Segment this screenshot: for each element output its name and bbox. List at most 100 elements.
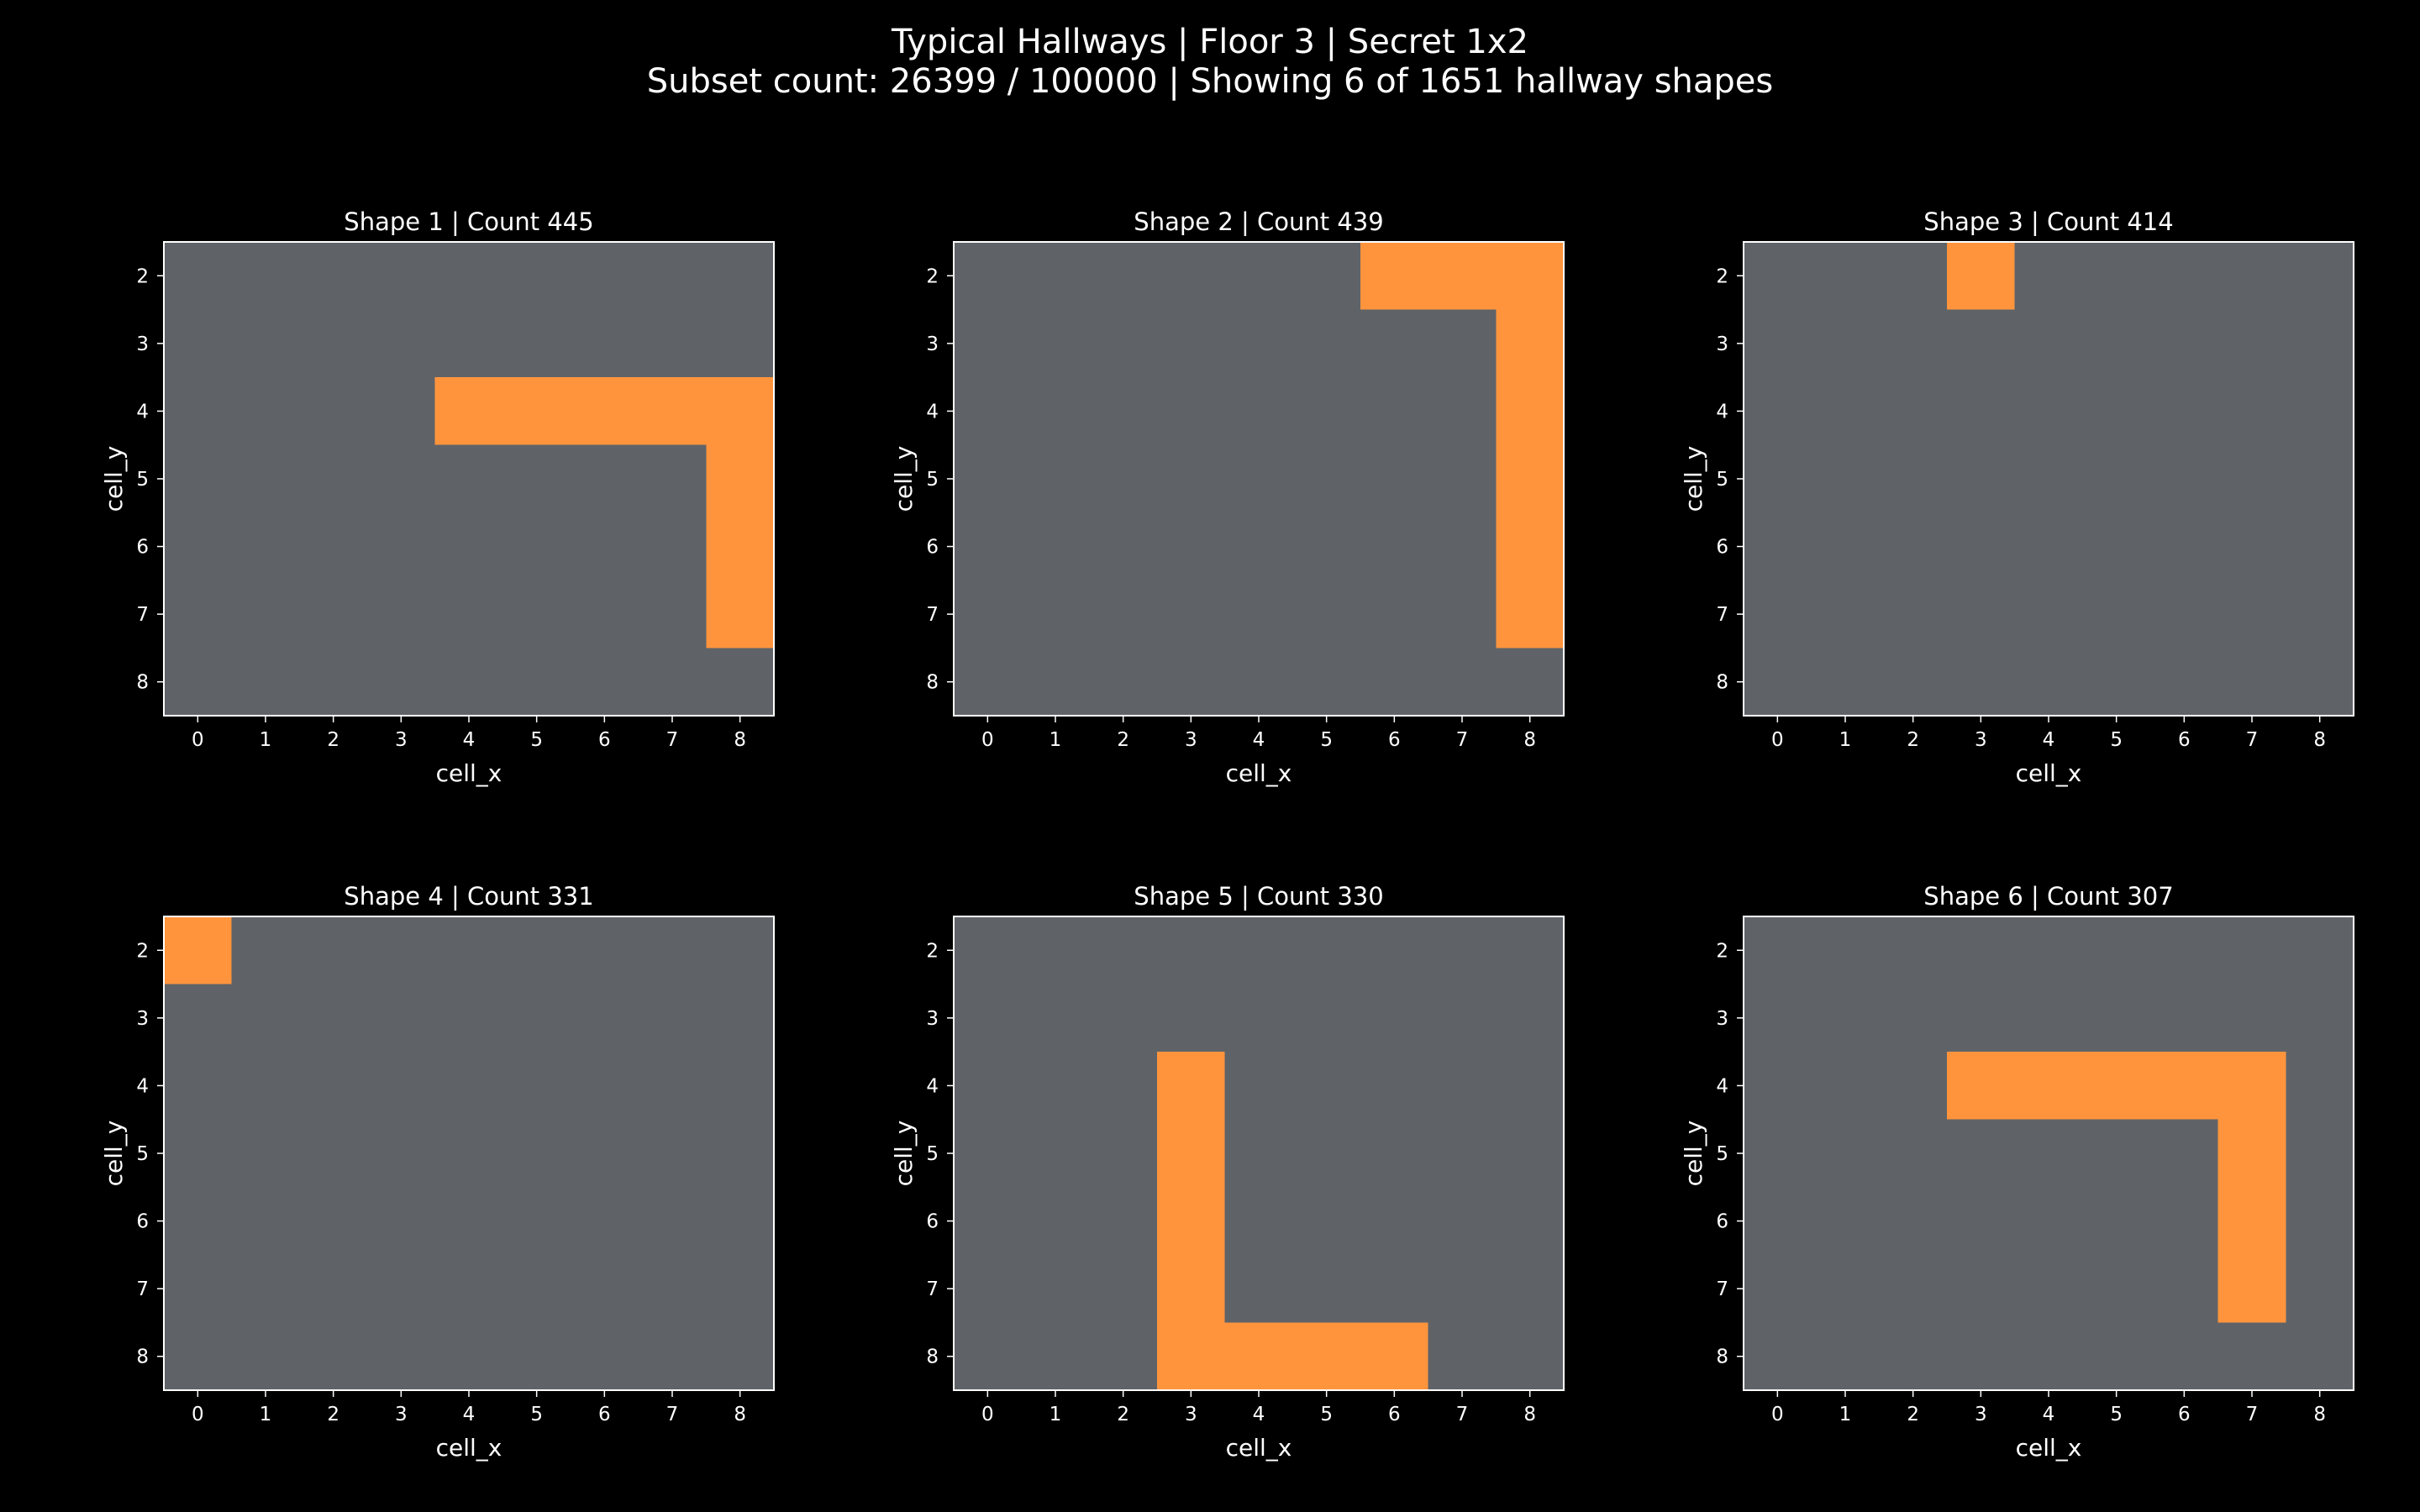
x-tick-label: 5 [530, 729, 543, 751]
x-tick-label: 4 [463, 1404, 476, 1425]
x-tick-label: 0 [981, 1404, 994, 1425]
x-tick-label: 6 [1388, 1404, 1401, 1425]
hallway-cell [1157, 1187, 1225, 1255]
x-tick-label: 1 [1839, 729, 1852, 751]
x-tick-label: 1 [1839, 1404, 1852, 1425]
x-tick-label: 4 [1253, 1404, 1265, 1425]
figure-title-line-2: Subset count: 26399 / 100000 | Showing 6… [647, 62, 1773, 101]
y-tick-label: 6 [136, 537, 149, 559]
y-tick-label: 4 [1716, 401, 1728, 423]
hallway-cell [164, 916, 232, 984]
x-tick-label: 3 [1185, 1404, 1197, 1425]
x-tick-label: 4 [2043, 729, 2055, 751]
y-tick-label: 4 [1716, 1075, 1728, 1097]
y-tick-label: 8 [926, 672, 939, 694]
y-tick-label: 3 [1716, 333, 1728, 355]
x-tick-label: 6 [2178, 1404, 2191, 1425]
hallway-cell [1496, 512, 1564, 580]
panel-title: Shape 3 | Count 414 [1923, 207, 2173, 236]
y-tick-label: 3 [1716, 1008, 1728, 1030]
panel-3: Shape 3 | Count 414 0 1 2 3 4 5 6 7 8 2 3 4 5 6 7 8 cell_… [1680, 207, 2354, 787]
x-tick-label: 7 [1456, 729, 1469, 751]
x-tick-label: 7 [1456, 1404, 1469, 1425]
x-tick-label: 3 [395, 729, 408, 751]
hallway-cell [706, 512, 774, 580]
y-tick-label: 2 [926, 940, 939, 962]
y-tick-label: 4 [926, 401, 939, 423]
hallway-cell [2217, 1187, 2286, 1255]
y-tick-label: 5 [926, 1143, 939, 1165]
y-tick-label: 4 [926, 1075, 939, 1097]
hallway-cell [2082, 1052, 2150, 1120]
x-axis-label: cell_x [1226, 759, 1292, 787]
y-axis-label: cell_y [1680, 1121, 1707, 1187]
grid-background [164, 916, 774, 1390]
y-tick-label: 5 [1716, 469, 1728, 491]
hallway-cell [2150, 1052, 2218, 1120]
x-tick-label: 5 [2110, 729, 2123, 751]
x-tick-label: 1 [1050, 1404, 1062, 1425]
panel-grid: Shape 1 | Count 445 0 1 2 3 4 5 6 7 8 2 3 4 5 6 7 8 cell_… [100, 207, 2354, 1462]
panel-title: Shape 4 | Count 331 [344, 882, 593, 911]
x-tick-label: 1 [260, 1404, 272, 1425]
x-tick-label: 0 [981, 729, 994, 751]
x-axis-label: cell_x [2016, 759, 2082, 787]
y-tick-label: 7 [1716, 1278, 1728, 1300]
y-tick-label: 5 [926, 469, 939, 491]
x-tick-label: 7 [666, 729, 679, 751]
hallway-cell [1360, 1322, 1428, 1390]
y-tick-label: 2 [136, 265, 149, 287]
x-tick-label: 2 [327, 1404, 339, 1425]
hallway-cell [1496, 242, 1564, 310]
x-tick-label: 8 [2313, 729, 2326, 751]
x-tick-label: 1 [1050, 729, 1062, 751]
hallway-cell [1496, 377, 1564, 445]
x-axis-label: cell_x [436, 1434, 502, 1462]
x-tick-label: 6 [598, 1404, 611, 1425]
y-tick-label: 2 [926, 265, 939, 287]
hallway-cell [502, 377, 571, 445]
hallway-cell [2217, 1254, 2286, 1323]
y-axis-label: cell_y [890, 446, 918, 512]
y-tick-label: 8 [136, 1347, 149, 1368]
x-tick-label: 3 [1975, 1404, 1987, 1425]
y-tick-label: 2 [1716, 940, 1728, 962]
hallway-cell [1157, 1322, 1225, 1390]
y-tick-label: 5 [1716, 1143, 1728, 1165]
x-tick-label: 3 [1975, 729, 1987, 751]
y-tick-label: 8 [1716, 672, 1728, 694]
y-axis-label: cell_y [1680, 446, 1707, 512]
x-tick-label: 8 [2313, 1404, 2326, 1425]
hallway-cell [2217, 1119, 2286, 1188]
hallway-cell [1496, 580, 1564, 648]
x-tick-label: 5 [530, 1404, 543, 1425]
y-tick-label: 7 [1716, 604, 1728, 626]
y-tick-label: 2 [136, 940, 149, 962]
y-tick-label: 8 [1716, 1347, 1728, 1368]
x-tick-label: 8 [1523, 1404, 1536, 1425]
x-tick-label: 0 [1771, 729, 1784, 751]
x-tick-label: 6 [2178, 729, 2191, 751]
x-tick-label: 2 [327, 729, 339, 751]
grid-background [1744, 242, 2354, 716]
y-tick-label: 3 [926, 333, 939, 355]
panel-title: Shape 5 | Count 330 [1134, 882, 1383, 911]
x-tick-label: 4 [1253, 729, 1265, 751]
x-tick-label: 6 [1388, 729, 1401, 751]
x-tick-label: 3 [1185, 729, 1197, 751]
y-tick-label: 3 [926, 1008, 939, 1030]
x-tick-label: 3 [395, 1404, 408, 1425]
x-tick-label: 2 [1117, 729, 1129, 751]
y-tick-label: 2 [1716, 265, 1728, 287]
y-tick-label: 8 [926, 1347, 939, 1368]
hallway-cell [638, 377, 707, 445]
y-tick-label: 6 [1716, 537, 1728, 559]
y-tick-label: 4 [136, 401, 149, 423]
hallway-cell [2014, 1052, 2083, 1120]
hallway-cell [1496, 444, 1564, 513]
hallway-cell [1428, 242, 1497, 310]
x-axis-label: cell_x [1226, 1434, 1292, 1462]
hallway-cell [434, 377, 503, 445]
y-tick-label: 6 [1716, 1211, 1728, 1233]
